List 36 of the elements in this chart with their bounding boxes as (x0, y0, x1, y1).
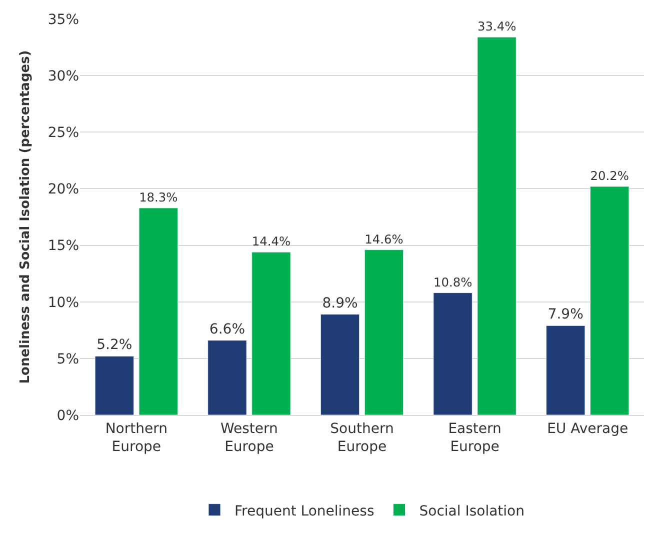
data-label: 14.4% (252, 234, 291, 249)
legend-label: Social Isolation (419, 503, 524, 520)
x-tick-label: Southern Europe (330, 420, 394, 455)
data-label: 33.4% (477, 20, 516, 34)
data-label: 14.6% (364, 232, 404, 246)
bar (138, 208, 178, 415)
bar (364, 250, 404, 415)
bar (320, 314, 360, 415)
x-tick-label: Western Europe (220, 420, 278, 455)
y-axis-title: Loneliness and Social Isolation (percentages) (18, 50, 33, 384)
bar (546, 325, 586, 415)
data-label: 18.3% (139, 190, 178, 204)
legend-label: Frequent Loneliness (234, 503, 374, 520)
data-label: 7.9% (548, 306, 584, 323)
y-tick-label: 5% (56, 351, 79, 368)
data-label: 8.9% (322, 295, 358, 312)
x-tick-label: Eastern Europe (448, 420, 502, 455)
y-tick-label: 25% (48, 125, 79, 142)
bar (590, 186, 630, 415)
bar (94, 356, 134, 415)
bar (477, 36, 516, 415)
y-tick-label: 30% (48, 68, 79, 84)
y-tick-label: 10% (48, 294, 79, 311)
y-tick-label: 35% (48, 12, 79, 28)
y-tick-label: 0% (56, 408, 79, 424)
x-tick-label: EU Average (547, 420, 628, 437)
data-label: 20.2% (590, 168, 629, 183)
bar (252, 252, 291, 415)
data-label: 5.2% (96, 337, 132, 354)
bar (433, 292, 472, 415)
y-tick-label: 20% (48, 182, 79, 198)
x-tick-label: Northern Europe (105, 420, 168, 455)
data-label: 6.6% (209, 321, 245, 338)
bar (208, 340, 247, 415)
y-tick-label: 15% (48, 238, 79, 254)
data-label: 10.8% (433, 275, 472, 290)
